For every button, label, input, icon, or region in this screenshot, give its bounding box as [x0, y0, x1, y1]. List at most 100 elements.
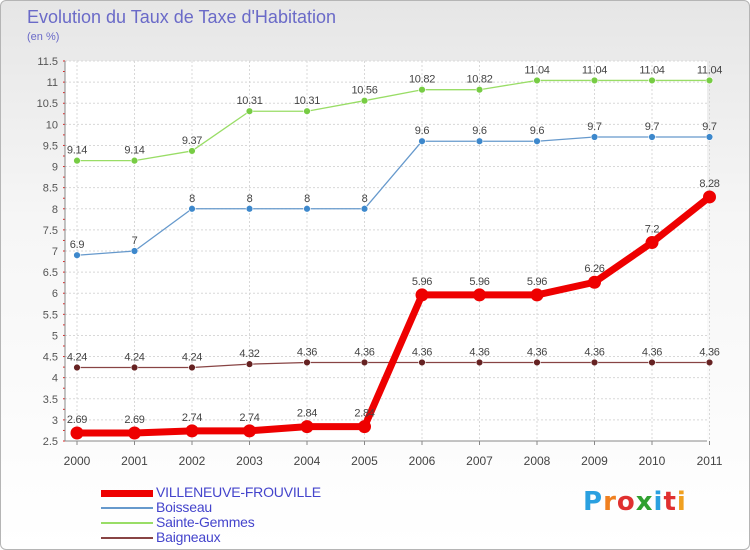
data-label: 8 — [362, 193, 368, 205]
data-point — [533, 137, 541, 145]
data-label: 11.04 — [524, 64, 549, 76]
x-tick-label: 2002 — [179, 454, 206, 468]
data-label: 8 — [304, 193, 310, 205]
x-tick-label: 2009 — [581, 454, 608, 468]
y-tick-label: 5 — [52, 330, 58, 342]
data-label: 2.74 — [182, 412, 202, 424]
data-label: 9.7 — [645, 121, 660, 133]
y-tick-label: 10 — [46, 119, 58, 131]
chart-title: Evolution du Taux de Taxe d'Habitation — [27, 7, 336, 27]
data-point — [648, 358, 656, 367]
data-label: 5.96 — [527, 276, 547, 288]
data-label: 4.36 — [642, 346, 662, 358]
data-point — [303, 358, 311, 367]
data-point — [130, 247, 139, 255]
y-tick-label: 2.5 — [43, 436, 58, 448]
y-tick-label: 11.5 — [37, 56, 58, 68]
brand-letter: r — [603, 487, 617, 517]
data-point — [475, 358, 484, 367]
data-point — [533, 358, 541, 367]
data-label: 4.32 — [239, 348, 259, 360]
legend-label: Boisseau — [156, 499, 212, 515]
data-point — [588, 275, 601, 289]
data-label: 9.14 — [67, 145, 87, 157]
data-label: 5.96 — [412, 276, 432, 288]
y-tick-label: 6.5 — [43, 267, 58, 279]
legend-swatch — [101, 522, 153, 524]
data-point — [243, 424, 256, 438]
data-point — [70, 426, 84, 440]
data-label: 9.14 — [124, 145, 144, 157]
x-tick-label: 2005 — [351, 454, 378, 468]
y-tick-label: 3 — [52, 415, 58, 427]
data-label: 2.84 — [297, 408, 317, 420]
data-label: 10.82 — [466, 74, 492, 86]
chart-unit: (en %) — [27, 31, 60, 43]
data-point — [130, 363, 139, 372]
data-label: 6.26 — [584, 263, 604, 275]
x-tick-label: 2006 — [409, 454, 436, 468]
data-point — [303, 107, 311, 115]
data-label: 10.31 — [236, 95, 262, 107]
series-line-boisseau — [76, 136, 711, 256]
data-point — [418, 358, 426, 367]
data-point — [418, 137, 426, 145]
data-point — [130, 156, 139, 165]
brand-letter: x — [635, 487, 654, 517]
x-tick-label: 2010 — [639, 454, 666, 468]
data-point — [245, 360, 254, 368]
data-label: 4.36 — [469, 346, 489, 358]
brand-letter: i — [676, 487, 687, 517]
legend-swatch — [101, 489, 153, 497]
data-point — [475, 86, 484, 94]
data-label: 2.74 — [239, 412, 259, 424]
data-label: 10.82 — [409, 74, 435, 86]
y-tick-label: 8 — [52, 204, 58, 216]
data-label: 11.04 — [697, 64, 722, 76]
y-tick-label: 5.5 — [43, 309, 58, 321]
data-point — [705, 358, 714, 367]
data-label: 7.2 — [645, 224, 660, 236]
data-label: 5.96 — [469, 276, 489, 288]
data-label: 11.04 — [639, 64, 664, 76]
x-tick-label: 2008 — [524, 454, 551, 468]
data-point — [475, 137, 484, 145]
data-label: 4.24 — [124, 352, 144, 364]
data-point — [185, 424, 199, 438]
data-label: 9.7 — [587, 121, 602, 133]
data-point — [590, 76, 599, 85]
data-label: 7 — [132, 235, 138, 247]
data-point — [300, 420, 314, 434]
brand-letter: o — [616, 487, 636, 517]
data-point — [530, 288, 544, 302]
data-label: 4.24 — [67, 352, 87, 364]
data-label: 9.6 — [415, 125, 430, 137]
x-tick-label: 2003 — [236, 454, 263, 468]
data-point — [648, 133, 656, 141]
y-tick-label: 11 — [47, 77, 58, 89]
data-point — [645, 236, 659, 250]
data-label: 9.37 — [182, 135, 202, 147]
data-point — [533, 76, 541, 85]
legend-label: Baigneaux — [156, 529, 221, 545]
data-label: 4.36 — [527, 346, 547, 358]
data-label: 4.36 — [354, 346, 374, 358]
data-label: 2.69 — [124, 414, 144, 426]
y-tick-label: 4.5 — [43, 352, 58, 364]
data-label: 8 — [247, 193, 253, 205]
y-tick-label: 3.5 — [43, 394, 58, 406]
data-point — [415, 288, 429, 302]
x-tick-label: 2004 — [294, 454, 321, 468]
data-label: 10.56 — [351, 85, 377, 97]
x-tick-label: 2001 — [121, 454, 148, 468]
y-tick-label: 7.5 — [43, 225, 58, 237]
data-label: 10.31 — [294, 95, 320, 107]
x-tick-label: 2000 — [64, 454, 91, 468]
data-point — [418, 86, 426, 94]
x-tick-label: 2011 — [697, 454, 723, 468]
legend-label: Sainte-Gemmes — [156, 514, 255, 530]
data-point — [303, 205, 311, 213]
data-point — [245, 205, 254, 213]
